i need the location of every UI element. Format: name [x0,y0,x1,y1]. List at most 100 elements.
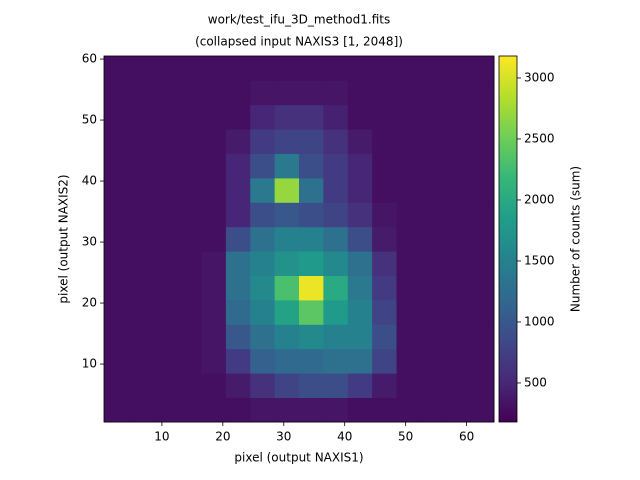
heatmap-cell [250,373,276,398]
heatmap-cell [201,300,227,325]
heatmap-cell [128,56,154,81]
heatmap-cell [201,202,227,228]
heatmap-cell [420,80,446,106]
colorbar-tick-label: 1500 [524,253,555,267]
heatmap-cell [299,56,324,81]
heatmap-cell [299,80,324,106]
heatmap-cell [177,80,202,106]
y-axis-label: pixel (output NAXIS2) [57,174,71,303]
heatmap-cell [299,202,324,228]
heatmap-cell [347,275,373,301]
heatmap-cell [225,324,251,350]
x-tick-label: 10 [154,430,169,444]
heatmap-cell [469,275,495,301]
heatmap-cell [445,275,471,301]
heatmap-cell [104,202,129,228]
heatmap-cell [152,397,178,423]
heatmap-cell [128,348,154,374]
heatmap-cell [250,129,276,154]
heatmap-cell [177,178,202,203]
heatmap-cell [323,226,349,252]
heatmap-cell [128,178,154,203]
colorbar-tick-label: 3000 [524,70,555,84]
heatmap-cell [250,104,276,130]
heatmap-cell [128,202,154,228]
heatmap-cell [201,397,227,423]
heatmap-cell [152,129,178,154]
heatmap-cell [396,226,422,252]
heatmap-cell [469,397,495,423]
heatmap-cell [347,348,373,374]
chart-subtitle: (collapsed input NAXIS3 [1, 2048]) [195,35,403,49]
heatmap-cell [347,153,373,179]
heatmap-cell [128,80,154,106]
heatmap-cell [250,80,276,106]
heatmap-cell [396,80,422,106]
heatmap-cell [420,202,446,228]
heatmap-cell [104,226,129,252]
heatmap-cell [445,397,471,423]
heatmap-cell [396,275,422,301]
heatmap-cell [323,397,349,423]
colorbar-label: Number of counts (sum) [569,166,583,312]
heatmap-cell [299,348,324,374]
heatmap-cell [396,324,422,350]
heatmap-cell [372,251,397,276]
x-tick-label: 60 [459,430,474,444]
heatmap-cell [372,348,397,374]
heatmap-cell [152,275,178,301]
heatmap-cell [469,56,495,81]
heatmap-cell [420,104,446,130]
heatmap-cell [225,129,251,154]
heatmap-cell [152,226,178,252]
heatmap-cell [250,178,276,203]
heatmap-cell [152,178,178,203]
heatmap-cell [420,226,446,252]
heatmap-cell [372,324,397,350]
heatmap-cell [274,300,300,325]
heatmap-cell [104,178,129,203]
heatmap-cell [445,80,471,106]
heatmap-cell [104,153,129,179]
heatmap-cell [299,178,324,203]
heatmap-cell [299,397,324,423]
y-tick-label: 50 [82,113,97,127]
heatmap-cell [225,104,251,130]
heatmap-cell [372,153,397,179]
heatmap-cell [396,56,422,81]
heatmap-cell [299,373,324,398]
heatmap-cell [420,129,446,154]
heatmap-cell [128,129,154,154]
heatmap-cell [347,373,373,398]
heatmap-cell [201,104,227,130]
heatmap-cell [299,153,324,179]
heatmap-cell [274,348,300,374]
heatmap-cell [372,373,397,398]
heatmap-cell [445,300,471,325]
heatmap-cell [250,300,276,325]
heatmap-cell [250,56,276,81]
heatmap-cell [104,348,129,374]
heatmap-cell [274,153,300,179]
heatmap-cell [299,129,324,154]
heatmap-cell [201,153,227,179]
heatmap-cell [274,397,300,423]
y-tick-label: 10 [82,357,97,371]
heatmap-cell [177,373,202,398]
heatmap-cell [445,373,471,398]
heatmap-cell [372,104,397,130]
heatmap-cell [128,251,154,276]
heatmap-cell [274,373,300,398]
heatmap-cell [396,397,422,423]
heatmap-cell [250,324,276,350]
colorbar [498,55,518,423]
heatmap-cell [250,202,276,228]
heatmap-cell [104,251,129,276]
heatmap-cell [372,80,397,106]
heatmap-cell [420,153,446,179]
heatmap-cell [420,178,446,203]
heatmap-cell [274,226,300,252]
heatmap-cell [177,300,202,325]
heatmap-cell [104,56,129,81]
heatmap-cell [177,104,202,130]
